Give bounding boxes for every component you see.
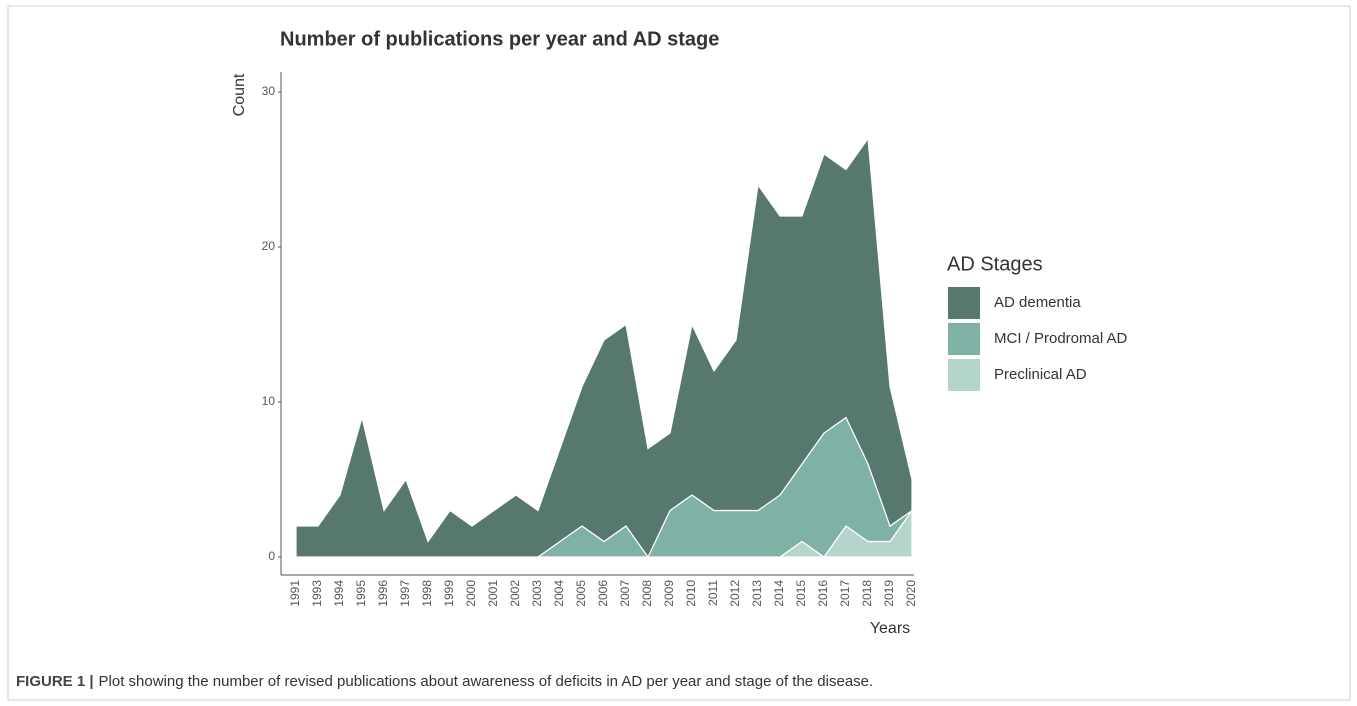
x-tick-label: 2005 <box>574 580 588 607</box>
legend-swatch <box>948 287 980 319</box>
x-tick-label: 2014 <box>772 580 786 607</box>
y-axis-label: Count <box>231 73 248 116</box>
x-tick-label: 1994 <box>332 580 346 607</box>
x-tick-label: 2000 <box>464 580 478 607</box>
x-tick-label: 1993 <box>310 580 324 607</box>
x-tick-label: 2006 <box>596 580 610 607</box>
figure-frame <box>7 5 1351 701</box>
area <box>295 136 913 559</box>
x-tick-label: 2011 <box>706 580 720 606</box>
y-tick-label: 30 <box>262 84 276 98</box>
caption-text: Plot showing the number of revised publi… <box>99 673 874 690</box>
legend-label: MCI / Prodromal AD <box>994 330 1128 347</box>
x-tick-label: 2015 <box>794 580 808 607</box>
x-tick-label: 1996 <box>376 580 390 607</box>
x-tick-label: 1999 <box>442 580 456 607</box>
legend-title: AD Stages <box>947 253 1043 275</box>
x-tick-label: 1995 <box>354 580 368 607</box>
legend-label: AD dementia <box>994 294 1081 311</box>
caption-label: FIGURE 1 | <box>16 673 94 690</box>
x-tick-label: 2020 <box>904 580 918 607</box>
x-tick-label: 1997 <box>398 580 412 607</box>
legend-label: Preclinical AD <box>994 366 1087 383</box>
x-tick-label: 1998 <box>420 580 434 607</box>
legend-swatch <box>948 359 980 391</box>
x-tick-label: 2008 <box>640 580 654 607</box>
legend-swatch <box>948 323 980 355</box>
caption: FIGURE 1 | Plot showing the number of rev… <box>16 673 873 690</box>
x-tick-label: 2004 <box>552 580 566 607</box>
x-tick-label: 2012 <box>728 580 742 607</box>
x-tick-label: 2003 <box>530 580 544 607</box>
chart-title: Number of publications per year and AD s… <box>280 28 719 50</box>
x-tick-label: 2018 <box>860 580 874 607</box>
x-tick-label: 2001 <box>486 580 500 607</box>
x-axis-label: Years <box>870 620 910 637</box>
x-tick-label: 2016 <box>816 580 830 607</box>
x-tick-label: 2017 <box>838 580 852 607</box>
x-tick-label: 2019 <box>882 580 896 607</box>
x-tick-label: 2002 <box>508 580 522 607</box>
x-tick-label: 1991 <box>288 580 302 607</box>
y-tick-label: 10 <box>262 394 276 408</box>
y-tick-label: 0 <box>268 549 275 563</box>
x-tick-label: 2009 <box>662 580 676 607</box>
y-tick-label: 20 <box>262 239 276 253</box>
x-tick-label: 2007 <box>618 580 632 607</box>
x-tick-label: 2010 <box>684 580 698 607</box>
x-tick-label: 2013 <box>750 580 764 607</box>
